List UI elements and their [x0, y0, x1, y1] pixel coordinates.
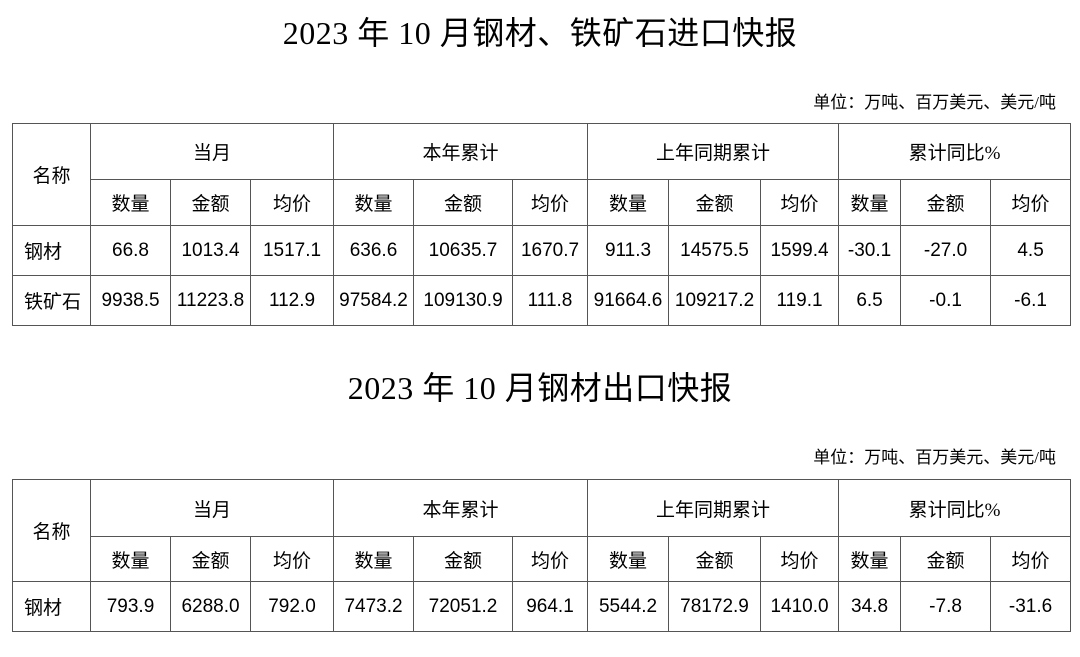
col-group-current-month: 当月	[89, 479, 335, 537]
data-cell: 6288.0	[170, 581, 251, 632]
data-cell: 112.9	[249, 275, 335, 326]
col-header-quantity: 数量	[333, 179, 415, 226]
col-header-avg-price: 均价	[990, 179, 1072, 226]
export-table: 名称 当月 本年累计 上年同期累计 累计同比% 数量 金额 均价 数量 金额 均…	[12, 479, 1072, 632]
data-cell: 793.9	[90, 581, 171, 632]
col-header-amount: 金额	[900, 536, 992, 582]
col-header-quantity: 数量	[90, 179, 171, 226]
col-header-amount: 金额	[170, 536, 251, 582]
import-unit-note: 单位：万吨、百万美元、美元/吨	[813, 93, 1056, 112]
data-cell: 91664.6	[587, 275, 670, 326]
data-cell: 9938.5	[90, 275, 171, 326]
row-name-cell: 钢材	[12, 581, 91, 632]
data-cell: -27.0	[900, 225, 992, 276]
data-cell: 97584.2	[333, 275, 415, 326]
col-header-quantity: 数量	[838, 536, 902, 582]
col-group-yoy-pct: 累计同比%	[838, 479, 1072, 537]
data-cell: 11223.8	[170, 275, 251, 326]
col-header-quantity: 数量	[838, 179, 902, 226]
export-report-title: 2023 年 10 月钢材出口快报	[347, 370, 733, 406]
col-header-quantity: 数量	[333, 536, 415, 582]
col-header-amount: 金额	[413, 536, 514, 582]
data-cell: -6.1	[990, 275, 1072, 326]
col-header-amount: 金额	[413, 179, 514, 226]
col-header-name: 名称	[12, 123, 91, 226]
col-header-amount: 金额	[668, 179, 762, 226]
data-cell: 1670.7	[512, 225, 589, 276]
header-group-row: 名称 当月 本年累计 上年同期累计 累计同比%	[12, 479, 1072, 582]
data-cell: -7.8	[900, 581, 992, 632]
data-cell: 14575.5	[668, 225, 762, 276]
data-cell: 792.0	[249, 581, 335, 632]
data-cell: 78172.9	[668, 581, 762, 632]
data-cell: 1410.0	[760, 581, 840, 632]
data-cell: 1517.1	[249, 225, 335, 276]
col-header-amount: 金额	[668, 536, 762, 582]
col-group-ytd: 本年累计	[333, 479, 589, 537]
data-cell: 72051.2	[413, 581, 514, 632]
import-table: 名称 当月 本年累计 上年同期累计 累计同比% 数量 金额 均价 数量 金额 均…	[12, 123, 1072, 326]
col-group-yoy-pct: 累计同比%	[838, 123, 1072, 180]
header-group-row: 名称 当月 本年累计 上年同期累计 累计同比%	[12, 123, 1072, 226]
col-header-quantity: 数量	[90, 536, 171, 582]
data-cell: 4.5	[990, 225, 1072, 276]
col-header-avg-price: 均价	[512, 179, 589, 226]
col-header-quantity: 数量	[587, 179, 670, 226]
col-group-prev-year-ytd: 上年同期累计	[587, 479, 840, 537]
data-cell: 7473.2	[333, 581, 415, 632]
col-header-avg-price: 均价	[512, 536, 589, 582]
table-row-steel: 钢材 793.9 6288.0 792.0 7473.2 72051.2 964…	[12, 581, 1072, 632]
import-report-title: 2023 年 10 月钢材、铁矿石进口快报	[282, 15, 798, 51]
table-row-iron-ore: 铁矿石 9938.5 11223.8 112.9 97584.2 109130.…	[12, 275, 1072, 326]
table-row-steel: 钢材 66.8 1013.4 1517.1 636.6 10635.7 1670…	[12, 225, 1072, 276]
data-cell: -31.6	[990, 581, 1072, 632]
col-header-amount: 金额	[900, 179, 992, 226]
data-cell: 636.6	[333, 225, 415, 276]
data-cell: 911.3	[587, 225, 670, 276]
col-group-prev-year-ytd: 上年同期累计	[587, 123, 840, 180]
col-group-current-month: 当月	[89, 123, 335, 180]
col-header-avg-price: 均价	[760, 179, 840, 226]
col-header-avg-price: 均价	[249, 179, 335, 226]
data-cell: 111.8	[512, 275, 589, 326]
col-header-quantity: 数量	[587, 536, 670, 582]
data-cell: 6.5	[838, 275, 902, 326]
data-cell: 5544.2	[587, 581, 670, 632]
header-sub-row: 数量 金额 均价 数量 金额 均价 数量 金额 均价 数量 金额 均价	[13, 536, 1072, 582]
col-header-avg-price: 均价	[990, 536, 1072, 582]
row-name-cell: 铁矿石	[12, 275, 91, 326]
col-header-avg-price: 均价	[760, 536, 840, 582]
data-cell: 1013.4	[170, 225, 251, 276]
export-unit-note: 单位：万吨、百万美元、美元/吨	[813, 448, 1056, 467]
data-cell: 1599.4	[760, 225, 840, 276]
data-cell: -0.1	[900, 275, 992, 326]
col-group-ytd: 本年累计	[333, 123, 589, 180]
row-name-cell: 钢材	[12, 225, 91, 276]
col-header-avg-price: 均价	[249, 536, 335, 582]
col-header-name: 名称	[12, 479, 91, 582]
data-cell: 10635.7	[413, 225, 514, 276]
data-cell: -30.1	[838, 225, 902, 276]
data-cell: 66.8	[90, 225, 171, 276]
header-sub-row: 数量 金额 均价 数量 金额 均价 数量 金额 均价 数量 金额 均价	[13, 179, 1072, 226]
data-cell: 964.1	[512, 581, 589, 632]
data-cell: 109217.2	[668, 275, 762, 326]
report-page: { "page": { "background_color": "#ffffff…	[0, 13, 1080, 657]
col-header-amount: 金额	[170, 179, 251, 226]
data-cell: 109130.9	[413, 275, 514, 326]
data-cell: 119.1	[760, 275, 840, 326]
data-cell: 34.8	[838, 581, 902, 632]
